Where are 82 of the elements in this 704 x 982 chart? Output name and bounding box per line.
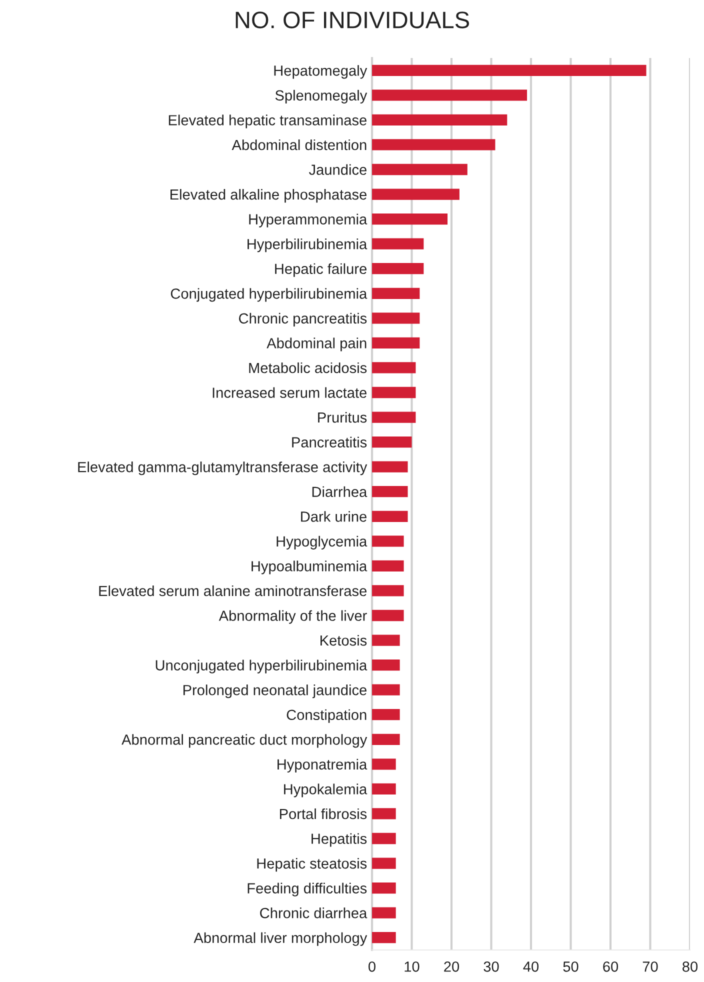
y-tick-label: Abdominal pain [266,338,366,352]
bar [372,114,508,126]
bar [372,734,400,745]
bar [372,90,528,101]
y-tick-label: Elevated gamma-glutamyltransferase activity [78,462,368,476]
y-tick-label: Dark urine [301,511,366,522]
y-tick-label: Abnormal pancreatic duct morphology [122,734,368,748]
x-tick-label: 0 [368,961,376,972]
x-tick-label: 20 [444,961,460,972]
bar [372,709,400,720]
bar [372,536,404,547]
bar [372,932,396,944]
x-tick-label: 10 [404,961,420,972]
y-tick-label: Pruritus [318,412,367,423]
y-tick-label: Elevated serum alanine aminotransferase [99,585,367,596]
y-tick-label: Increased serum lactate [212,387,366,398]
y-tick-label: Prolonged neonatal jaundice [183,684,367,698]
bar [372,461,408,472]
bar [372,907,396,918]
chart-title: NO. OF INDIVIDUALS [236,12,469,28]
bar [372,312,420,324]
bar [372,758,396,770]
bar [372,585,404,596]
x-tick-label: 40 [523,961,539,972]
bar [372,263,424,274]
y-tick-label: Hepatomegaly [274,65,368,79]
x-tick-label: 60 [603,961,618,972]
bar [372,412,416,423]
bar [372,288,420,299]
bar [372,858,396,869]
y-tick-label: Feeding difficulties [248,882,367,896]
y-tick-label: Hyperbilirubinemia [248,238,368,252]
x-tick-label: 30 [484,961,499,972]
y-tick-label: Jaundice [308,164,366,175]
bar [372,510,408,522]
y-tick-label: Abdominal distention [232,139,366,150]
bar [372,337,420,349]
y-tick-label: Constipation [286,709,366,723]
y-tick-label: Hepatic steatosis [257,858,367,872]
y-tick-label: Splenomegaly [275,90,368,104]
y-tick-label: Hepatic failure [275,263,366,277]
x-tick-label: 70 [642,961,658,972]
bar [372,659,400,671]
y-tick-label: Unconjugated hyperbilirubinemia [156,660,368,674]
y-tick-label: Metabolic acidosis [249,362,367,374]
y-tick-label: Hypokalemia [284,784,368,798]
y-tick-label: Hyponatremia [278,758,368,772]
y-tick-label: Ketosis [320,634,367,646]
bar [372,684,400,696]
y-tick-label: Chronic diarrhea [260,908,368,918]
y-tick-label: Elevated hepatic transaminase [168,114,367,128]
y-tick-label: Conjugated hyperbilirubinemia [170,288,368,302]
bar [372,386,416,398]
y-tick-label: Hyperammonemia [249,214,368,228]
bar [372,832,396,844]
y-tick-label: Portal fibrosis [280,808,367,820]
bar [372,882,396,894]
bar [372,213,448,225]
y-tick-label: Hepatitis [312,833,367,847]
x-tick-label: 50 [563,961,578,972]
bar [372,436,412,448]
bar [372,560,404,572]
bar [372,64,646,76]
y-tick-label: Elevated alkaline phosphatase [170,188,367,203]
bar [372,783,396,795]
bar [372,808,396,820]
y-tick-label: Pancreatitis [292,436,367,448]
bar [372,188,460,200]
y-tick-label: Abnormality of the liver [218,610,367,624]
bar [372,139,496,150]
y-tick-label: Diarrhea [312,486,368,498]
y-tick-label: Hypoalbuminemia [252,560,368,574]
bar [372,164,468,176]
bar [372,634,400,646]
bar [372,486,408,498]
bar [372,238,424,250]
bar [372,362,416,374]
y-tick-label: Abnormal liver morphology [194,932,368,946]
y-tick-label: Hypoglycemia [276,536,368,550]
x-tick-label: 80 [682,961,698,972]
y-tick-label: Chronic pancreatitis [239,312,367,326]
bar [372,610,404,622]
